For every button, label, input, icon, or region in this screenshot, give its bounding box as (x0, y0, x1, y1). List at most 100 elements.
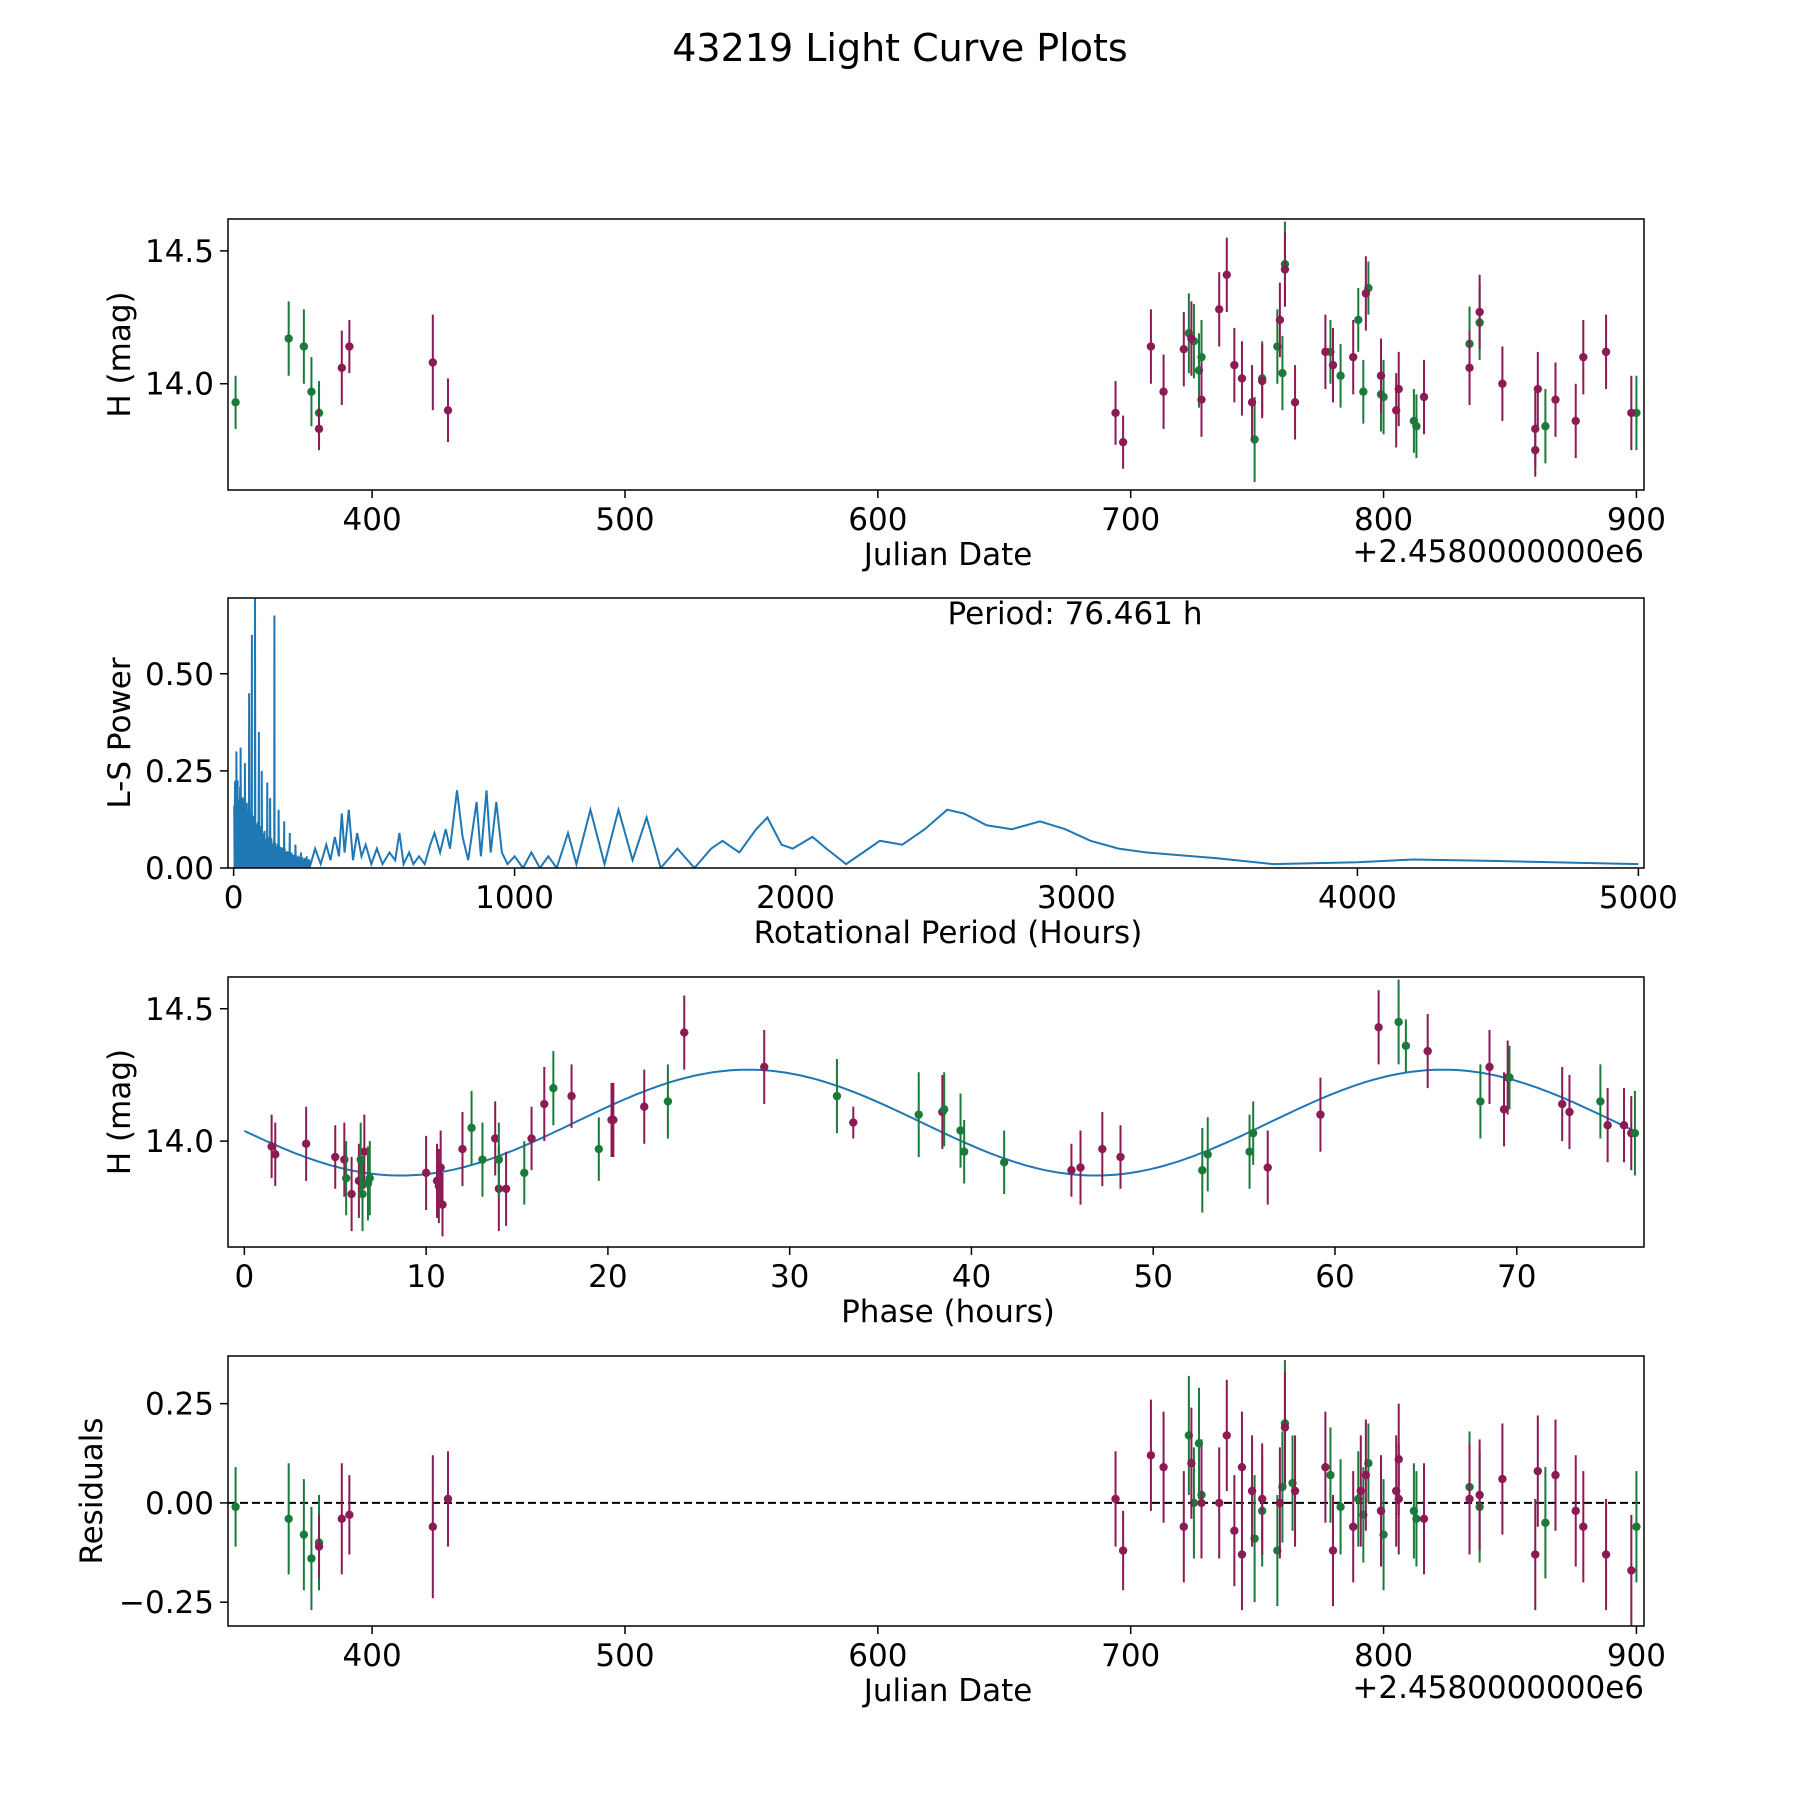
light-curve-ylabel: H (mag) (102, 291, 138, 417)
phased-curve-filter-b-point (1401, 1041, 1411, 1051)
residuals-xtick-label: 800 (1354, 1638, 1413, 1674)
phased-curve-filter-b-point (999, 1158, 1009, 1167)
phased-curve-xtick-label: 30 (770, 1259, 809, 1295)
phased-curve-filter-b-point (1248, 1128, 1258, 1138)
phased-curve-filter-a-point (301, 1139, 311, 1148)
phased-curve-filter-b-point (1596, 1097, 1605, 1106)
light-curve-filter-b-point (1197, 352, 1206, 362)
residuals-filter-a-point (337, 1514, 346, 1523)
phased-curve-filter-a-point (609, 1115, 618, 1125)
phased-curve-filter-b-point (956, 1126, 965, 1135)
light-curve-xtick-label: 500 (595, 502, 654, 538)
phased-curve-filter-b-point (594, 1144, 604, 1154)
phased-curve-filter-b-point (1245, 1147, 1254, 1156)
residuals-xtick-label: 400 (343, 1638, 402, 1674)
periodogram-xtick-label: 4000 (1318, 880, 1397, 916)
phased-curve-filter-a-point (1374, 1023, 1383, 1032)
phased-curve-fit-curve (243, 1068, 1635, 1177)
light-curve-filter-a-point (1579, 352, 1588, 362)
phased-curve-filter-b-point (494, 1155, 504, 1164)
phased-curve-filter-b-point (1394, 1017, 1403, 1027)
residuals-filter-a-point (1328, 1546, 1338, 1555)
residuals-filter-a-point (1146, 1451, 1156, 1460)
phased-curve-xtick-label: 60 (1315, 1259, 1354, 1295)
phased-curve-filter-b-point (520, 1168, 529, 1178)
light-curve-filter-a-point (1179, 344, 1189, 354)
residuals-ytick-label: −0.25 (119, 1585, 214, 1621)
figure-title: 43219 Light Curve Plots (672, 26, 1128, 70)
residuals-filter-a-point (1498, 1474, 1507, 1484)
residuals-xtick-label: 700 (1101, 1638, 1160, 1674)
light-curve-xtick-label: 600 (848, 502, 907, 538)
phased-curve-filter-a-point (540, 1099, 549, 1109)
phased-curve-frame (227, 976, 1645, 1248)
periodogram-ytick-label: 0.50 (145, 657, 214, 693)
light-curve-filter-a-point (1601, 347, 1611, 357)
light-curve-xtick-label: 400 (343, 502, 402, 538)
light-curve-filter-a-point (1571, 416, 1580, 426)
light-curve-filter-a-point (1498, 379, 1507, 388)
phased-curve-filter-b-point (478, 1155, 487, 1164)
residuals-filter-a-point (1361, 1470, 1371, 1480)
phased-curve-filter-a-point (1423, 1046, 1432, 1056)
phased-curve-filter-a-point (1485, 1062, 1494, 1072)
residuals-filter-b-point (1541, 1518, 1550, 1527)
phased-curve-filter-b-point (959, 1147, 969, 1156)
periodogram-power-line (233, 598, 1639, 868)
light-curve-filter-a-point (1349, 352, 1358, 362)
residuals-filter-b-point (1326, 1470, 1335, 1480)
light-curve-filter-a-point (1533, 384, 1543, 394)
phased-curve-filter-a-point (640, 1102, 649, 1111)
residuals-filter-a-point (1356, 1486, 1366, 1496)
periodogram-annotation: Period: 76.461 h (948, 596, 1203, 632)
light-curve-filter-b-point (1354, 315, 1363, 325)
residuals-ytick-label: 0.25 (145, 1387, 214, 1423)
residuals-xtick-label: 600 (848, 1638, 907, 1674)
light-curve-filter-b-point (1336, 371, 1345, 380)
light-curve-xtick-label: 900 (1607, 502, 1666, 538)
light-curve-filter-a-point (1230, 360, 1239, 370)
residuals-filter-b-point (1412, 1514, 1421, 1523)
light-curve-filter-a-point (1290, 398, 1300, 407)
light-curve-filter-a-point (1361, 289, 1371, 298)
residuals-filter-a-point (1571, 1506, 1580, 1516)
light-curve-filter-a-point (1321, 347, 1330, 357)
residuals-filter-a-point (314, 1542, 324, 1551)
light-curve-filter-a-point (1275, 315, 1285, 325)
residuals-filter-a-point (1376, 1506, 1386, 1516)
residuals-xtick-label: 900 (1607, 1638, 1666, 1674)
residuals-filter-a-point (1197, 1498, 1206, 1508)
light-curve-filter-a-point (1197, 395, 1206, 404)
residuals-filter-a-point (1551, 1470, 1560, 1480)
light-curve-filter-a-point (345, 342, 354, 351)
periodogram-xtick-label: 1000 (475, 880, 554, 916)
residuals-ytick-label: 0.00 (145, 1486, 214, 1522)
phased-curve-filter-a-point (340, 1155, 349, 1164)
phased-curve-filter-b-point (549, 1083, 558, 1093)
light-curve-filter-a-point (1465, 363, 1474, 372)
phased-curve-filter-b-point (832, 1091, 842, 1101)
residuals-filter-b-point (307, 1554, 316, 1563)
residuals-filter-a-point (1280, 1423, 1290, 1432)
residuals-filter-a-point (1237, 1550, 1247, 1559)
light-curve-filter-a-point (1111, 408, 1120, 418)
phased-curve-filter-b-point (467, 1123, 476, 1133)
residuals-filter-a-point (1230, 1526, 1239, 1535)
light-curve-filter-b-point (299, 342, 309, 351)
phased-curve-xtick-label: 0 (234, 1259, 254, 1295)
phased-curve-xtick-label: 10 (406, 1259, 445, 1295)
light-curve-filter-b-point (1541, 422, 1550, 431)
residuals-filter-b-point (1336, 1502, 1345, 1512)
light-curve-xtick-label: 700 (1101, 502, 1160, 538)
light-curve-filter-a-point (443, 406, 453, 415)
light-curve-filter-a-point (1475, 307, 1484, 317)
residuals-filter-a-point (1394, 1494, 1403, 1504)
phased-curve-filter-a-point (1619, 1121, 1629, 1130)
phased-curve-filter-a-point (1067, 1166, 1076, 1175)
residuals-filter-a-point (1419, 1514, 1429, 1523)
residuals-offset-label: +2.4580000000e6 (1352, 1670, 1644, 1706)
phased-curve-filter-a-point (1316, 1110, 1325, 1119)
periodogram-frame (227, 597, 1645, 869)
light-curve-xlabel: Julian Date (862, 537, 1033, 573)
